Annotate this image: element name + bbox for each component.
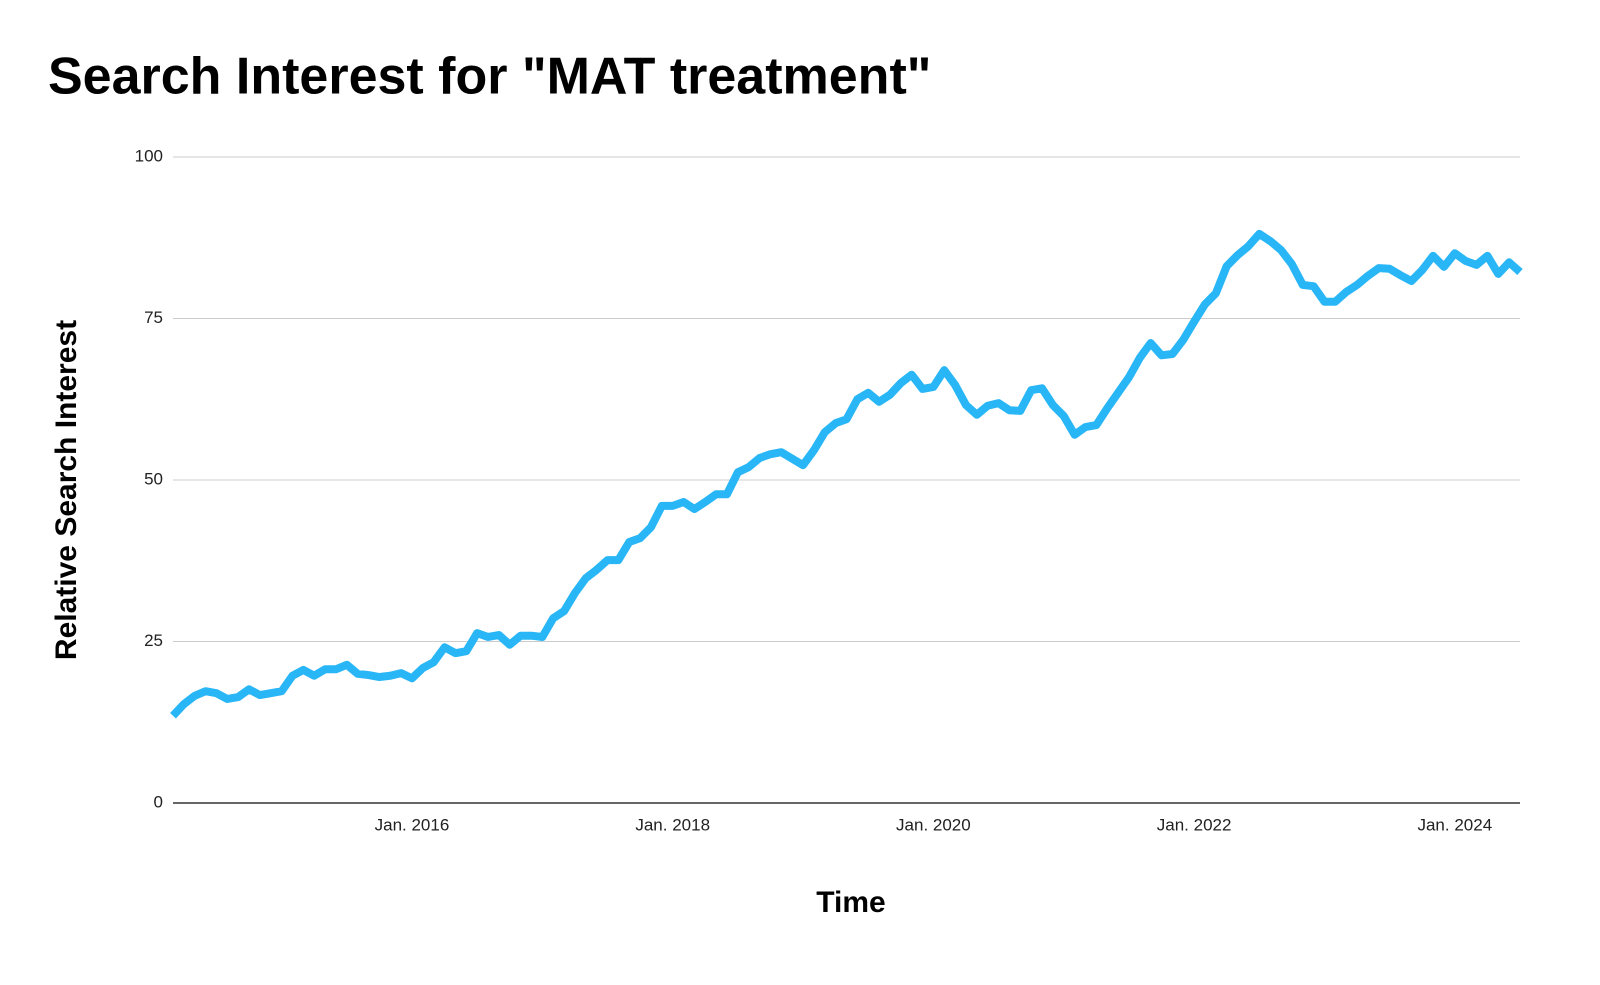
x-tick-label: Jan. 2024	[1417, 815, 1492, 834]
chart-title: Search Interest for "MAT treatment"	[48, 48, 931, 106]
y-tick-label: 75	[144, 308, 163, 327]
y-tick-label: 50	[144, 469, 163, 488]
x-tick-label: Jan. 2018	[635, 815, 710, 834]
x-tick-label: Jan. 2016	[375, 815, 450, 834]
data-line	[170, 229, 1523, 719]
y-tick-label: 25	[144, 631, 163, 650]
x-tick-label: Jan. 2022	[1157, 815, 1232, 834]
y-tick-label: 100	[135, 146, 163, 165]
y-tick-label: 0	[154, 792, 163, 811]
x-axis-title: Time	[816, 886, 885, 919]
x-tick-label: Jan. 2020	[896, 815, 971, 834]
y-axis-title: Relative Search Interest	[50, 320, 83, 660]
